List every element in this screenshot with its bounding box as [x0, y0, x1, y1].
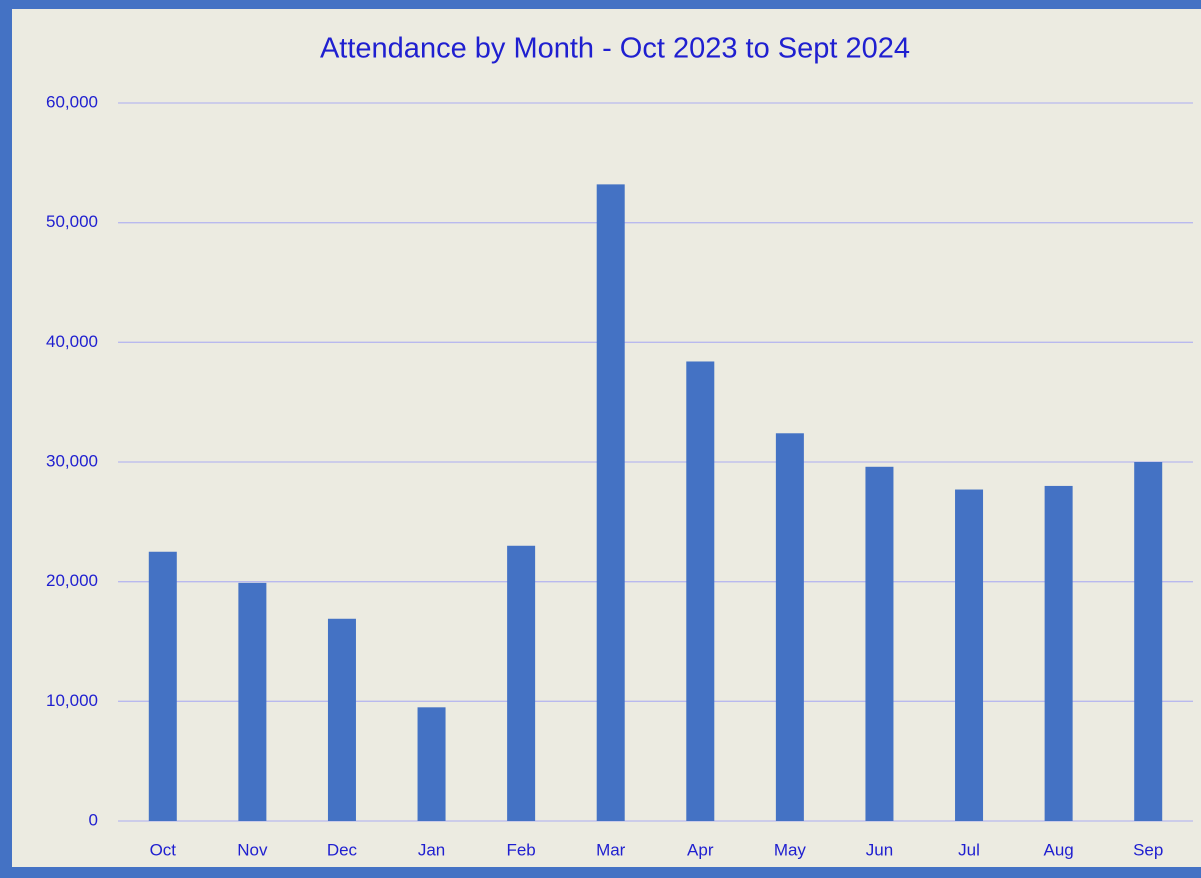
y-tick-label: 60,000	[46, 92, 98, 111]
bar	[596, 184, 625, 821]
x-tick-label: Feb	[506, 840, 535, 859]
bar	[327, 618, 356, 821]
bar	[955, 489, 984, 821]
bar	[1044, 485, 1073, 821]
y-tick-label: 0	[89, 810, 98, 829]
y-tick-label: 30,000	[46, 451, 98, 470]
bar	[1134, 462, 1163, 821]
x-tick-label: Sep	[1133, 840, 1163, 859]
x-tick-label: Apr	[687, 840, 714, 859]
x-tick-label: Jan	[418, 840, 445, 859]
x-tick-label: Oct	[150, 840, 177, 859]
y-tick-label: 40,000	[46, 332, 98, 351]
bar	[686, 361, 715, 821]
bar	[417, 707, 446, 821]
x-tick-label: Dec	[327, 840, 358, 859]
bar	[238, 582, 267, 821]
x-tick-label: May	[774, 840, 807, 859]
x-tick-label: Nov	[237, 840, 268, 859]
chart-title: Attendance by Month - Oct 2023 to Sept 2…	[320, 33, 910, 65]
bar	[865, 466, 894, 821]
x-tick-label: Jun	[866, 840, 893, 859]
x-tick-label: Aug	[1044, 840, 1074, 859]
bar	[148, 551, 177, 821]
bar	[775, 433, 804, 821]
y-tick-label: 20,000	[46, 571, 98, 590]
y-tick-label: 10,000	[46, 691, 98, 710]
bar	[507, 545, 536, 821]
y-tick-label: 50,000	[46, 212, 98, 231]
x-tick-label: Jul	[958, 840, 980, 859]
x-tick-label: Mar	[596, 840, 626, 859]
